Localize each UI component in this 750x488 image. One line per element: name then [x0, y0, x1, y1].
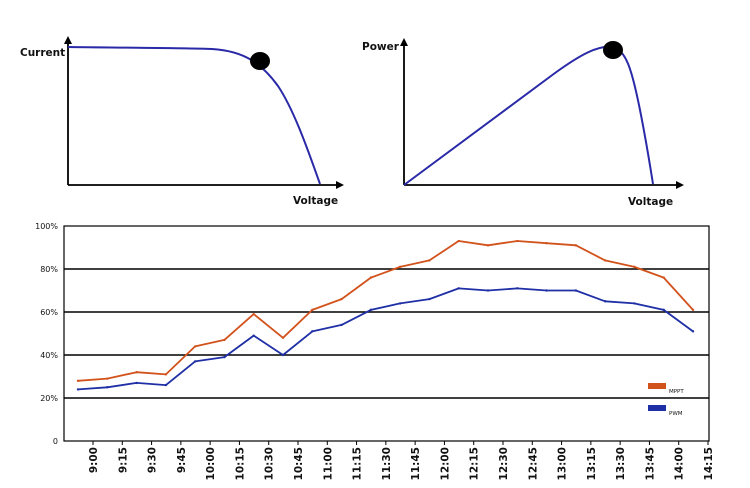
x-tick-label: 13:00: [557, 447, 569, 480]
x-tick-label: 14:00: [674, 447, 686, 480]
data-point-pwm: [486, 289, 490, 292]
data-point-mppt: [223, 338, 226, 342]
pv-x-label: Voltage: [628, 196, 673, 208]
data-point-mppt: [516, 239, 519, 243]
data-point-pwm: [545, 289, 548, 292]
data-point-pwm: [223, 355, 226, 359]
x-tick-label: 11:15: [352, 447, 364, 480]
x-tick-label: 10:30: [264, 447, 276, 480]
data-point-pwm: [662, 308, 665, 312]
y-tick-label: 20%: [40, 394, 58, 403]
x-tick-label: 10:00: [205, 447, 217, 480]
x-tick-label: 9:15: [117, 447, 129, 473]
data-point-mppt: [252, 312, 255, 316]
pv-curve: [403, 45, 654, 186]
data-point-mppt: [311, 308, 314, 312]
x-tick-label: 12:30: [498, 447, 510, 480]
data-point-mppt: [135, 371, 138, 374]
legend-label-pwm: PWM: [669, 411, 683, 417]
data-point-mppt: [486, 244, 490, 247]
data-point-mppt: [428, 259, 431, 262]
x-tick-label: 13:45: [644, 447, 656, 480]
iv-x-label: Voltage: [293, 195, 338, 207]
y-tick-label: 60%: [40, 308, 58, 317]
x-tick-label: 11:00: [322, 447, 334, 480]
series-line-pwm: [77, 287, 694, 391]
data-point-mppt: [281, 336, 285, 339]
data-point-pwm: [516, 287, 519, 290]
x-tick-label: 9:45: [176, 447, 188, 473]
x-tick-label: 12:00: [439, 447, 451, 480]
x-tick-label: 13:30: [615, 447, 627, 480]
data-point-mppt: [76, 379, 80, 382]
x-tick-label: 10:45: [293, 447, 305, 480]
iv-mpp-marker[interactable]: [250, 52, 270, 70]
series-lines: [76, 239, 695, 391]
y-tick-label: 0: [53, 437, 58, 446]
pv-mpp-marker[interactable]: [603, 41, 623, 59]
data-point-mppt: [193, 345, 197, 348]
x-tick-label: 11:30: [381, 447, 393, 480]
data-point-mppt: [457, 239, 460, 243]
data-point-pwm: [164, 383, 168, 387]
data-point-pwm: [193, 360, 197, 363]
data-point-pwm: [311, 330, 314, 333]
iv-chart: Current Voltage: [20, 36, 344, 207]
x-tick-label: 13:15: [586, 447, 598, 480]
data-point-pwm: [691, 330, 695, 333]
x-tick-label: 12:15: [469, 447, 481, 480]
data-point-pwm: [633, 302, 636, 305]
x-tick-labels: 9:00 9:15 9:30 9:45 10:00 10:15 10:30 10:45 11:0…: [88, 441, 715, 480]
y-tick-labels: 0 20% 40% 60% 80% 100%: [35, 222, 58, 446]
data-point-mppt: [691, 308, 695, 312]
y-tick-label: 80%: [40, 265, 58, 274]
y-tick-label: 40%: [40, 351, 58, 360]
data-point-pwm: [281, 353, 285, 357]
series-line-mppt: [77, 240, 694, 382]
iv-curve: [67, 46, 321, 185]
data-point-pwm: [398, 302, 402, 305]
pv-chart: Power Voltage: [362, 38, 684, 208]
legend-swatch-pwm: [648, 405, 666, 411]
legend: MPPT PWM: [648, 383, 684, 417]
data-point-pwm: [252, 334, 255, 337]
data-point-pwm: [106, 386, 109, 389]
data-point-pwm: [135, 381, 138, 385]
data-point-mppt: [106, 377, 109, 380]
data-point-pwm: [76, 388, 80, 391]
data-point-pwm: [428, 297, 431, 301]
x-tick-label: 14:15: [703, 447, 715, 480]
data-point-pwm: [340, 323, 343, 327]
x-tick-label: 12:45: [527, 447, 539, 480]
data-point-mppt: [662, 276, 665, 279]
efficiency-chart: 0 20% 40% 60% 80% 100% 9:00 9:15 9:30 9:45 10:00 1…: [35, 222, 715, 480]
grid-lines: [64, 268, 709, 399]
data-point-pwm: [574, 289, 578, 292]
legend-label-mppt: MPPT: [669, 389, 684, 395]
x-tick-label: 10:15: [234, 447, 246, 480]
legend-swatch-mppt: [648, 383, 666, 389]
x-tick-label: 9:00: [88, 447, 100, 473]
data-point-pwm: [603, 300, 607, 303]
data-point-mppt: [633, 265, 636, 269]
pv-y-label: Power: [362, 41, 400, 53]
data-point-mppt: [369, 276, 373, 279]
data-point-mppt: [545, 242, 548, 245]
iv-y-label: Current: [20, 47, 65, 59]
x-tick-label: 9:30: [147, 447, 159, 473]
plot-frame: [63, 225, 710, 442]
data-point-pwm: [369, 308, 373, 312]
data-point-mppt: [398, 265, 402, 269]
data-point-mppt: [340, 297, 343, 301]
x-tick-label: 11:45: [410, 447, 422, 480]
data-point-mppt: [603, 259, 607, 262]
y-tick-label: 100%: [35, 222, 58, 231]
data-point-mppt: [164, 373, 168, 376]
data-point-pwm: [457, 287, 460, 290]
data-point-mppt: [574, 244, 578, 247]
